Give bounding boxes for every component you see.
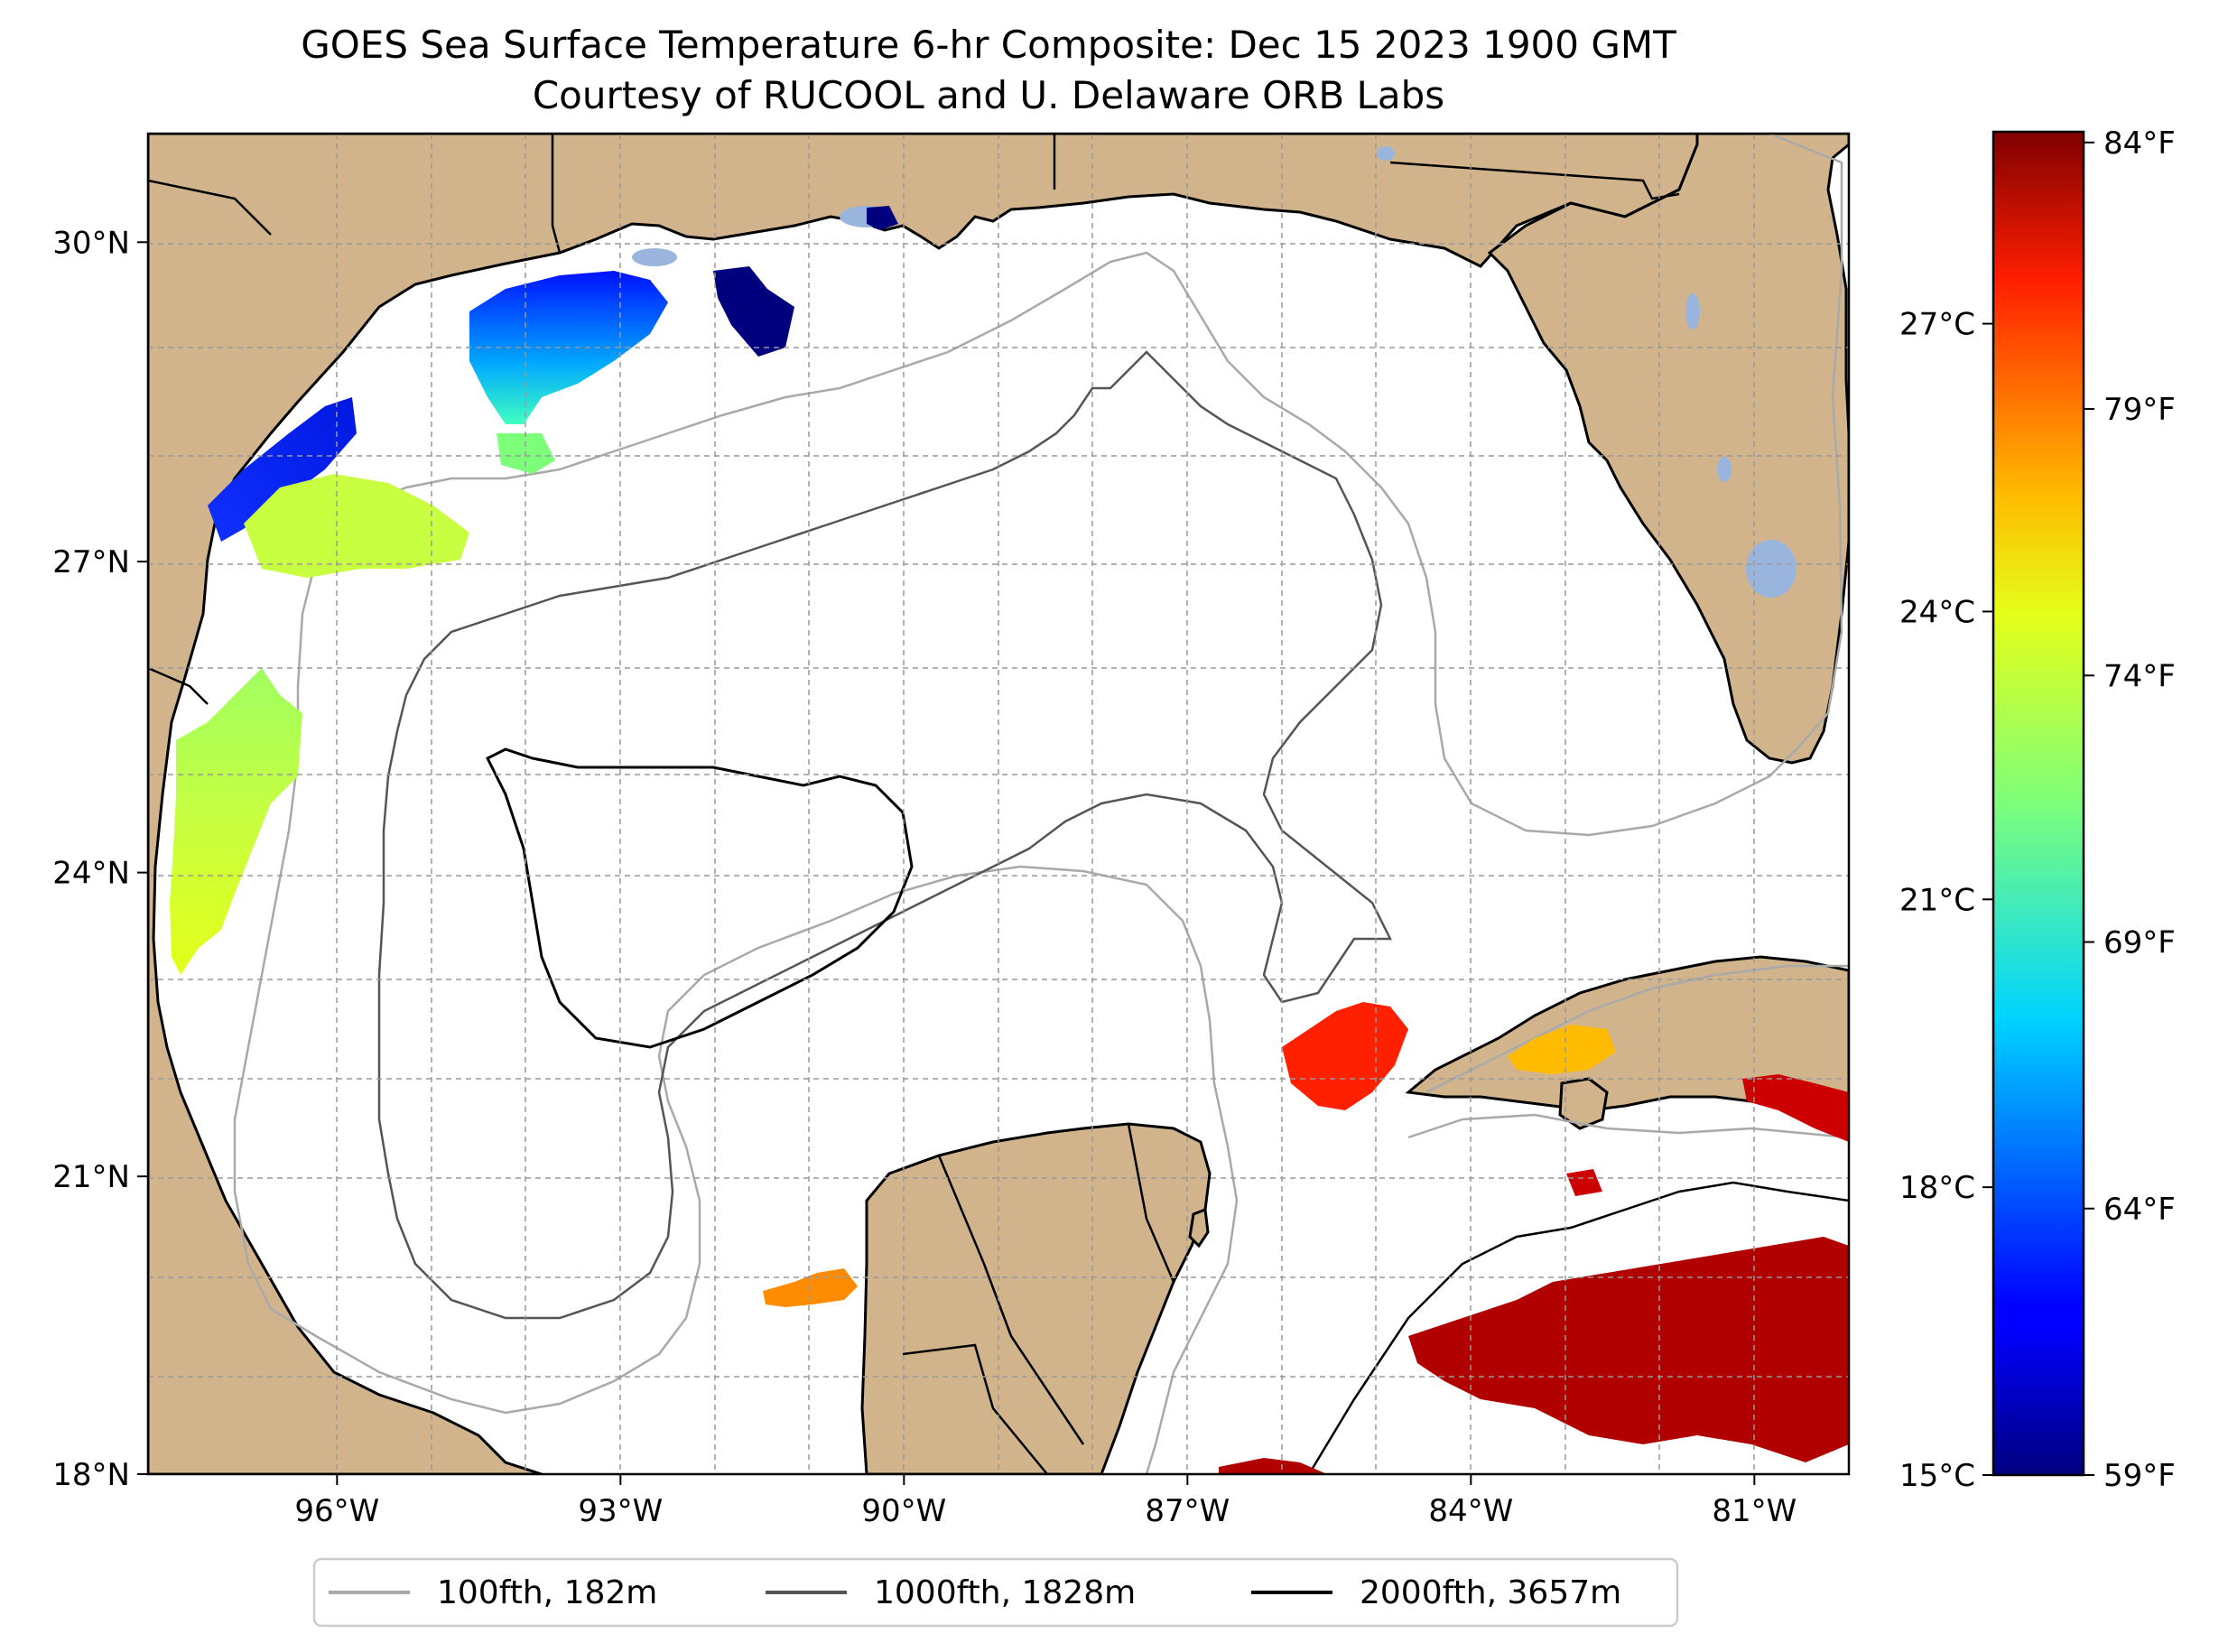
land-cozumel xyxy=(1188,1207,1210,1248)
land-yucatan xyxy=(860,1122,1212,1474)
contour-1000fth xyxy=(377,350,1393,1320)
sst-patch-texas-coast xyxy=(208,397,357,542)
lon-tick-label: 81°W xyxy=(1712,1493,1797,1529)
land-florida xyxy=(1487,134,1849,765)
colorbar-celsius-label: 21°C xyxy=(1899,882,1975,918)
sst-patch-lake-borgne xyxy=(867,206,898,230)
border-tx-interior xyxy=(148,179,272,236)
colorbar-fahrenheit-label: 64°F xyxy=(2103,1192,2176,1228)
lon-tick-label: 93°W xyxy=(578,1493,663,1529)
colorbar-fahrenheit-label: 84°F xyxy=(2103,125,2176,162)
sst-patch-texas-offshore xyxy=(244,474,469,578)
contour-100fth-cuba xyxy=(1425,964,1849,1094)
lon-tick-label: 87°W xyxy=(1145,1493,1230,1529)
sst-patch-caribbean-3 xyxy=(1566,1169,1602,1196)
land-north-america xyxy=(148,134,1699,1474)
colorbar-celsius-label: 27°C xyxy=(1899,307,1975,343)
border-yucatan-state xyxy=(937,1155,1085,1445)
contour-100fth-cuba-s xyxy=(1407,1113,1849,1139)
colorbar-fahrenheit-ticks: 84°F 79°F 74°F 69°F 64°F 59°F xyxy=(2084,125,2176,1494)
lat-tick-label: 30°N xyxy=(52,225,130,261)
sst-patch-caribbean-2 xyxy=(1219,1458,1327,1474)
legend: 100fth, 182m 1000fth, 1828m 2000fth, 365… xyxy=(312,1557,1679,1628)
lat-tick-label: 21°N xyxy=(52,1159,130,1195)
contour-2000fth-caribbean xyxy=(1307,1181,1849,1474)
colorbar-fahrenheit-label: 69°F xyxy=(2103,925,2176,961)
colorbar-celsius-label: 15°C xyxy=(1899,1458,1975,1494)
sst-patch-mississippi-sound xyxy=(713,266,794,357)
lake-texas xyxy=(632,248,677,266)
colorbar-celsius-label: 24°C xyxy=(1899,594,1975,630)
lake-north xyxy=(1377,146,1395,161)
colorbar: 27°C 24°C 21°C 18°C 15°C 84°F 79°F 74°F 69°F 64°… xyxy=(1899,125,2176,1494)
map-area xyxy=(148,134,1849,1474)
border-mx-us xyxy=(148,666,209,705)
lat-tick-label: 18°N xyxy=(52,1457,130,1493)
lake-okeechobee xyxy=(1746,540,1797,598)
sst-patch-caribbean-1 xyxy=(1408,1237,1849,1462)
lon-tick-label: 96°W xyxy=(294,1493,379,1529)
legend-label-100fth: 100fth, 182m xyxy=(437,1574,657,1611)
colorbar-fahrenheit-label: 79°F xyxy=(2103,392,2176,428)
lon-tick-label: 90°W xyxy=(861,1493,946,1529)
sst-patch-western-cuba xyxy=(1282,1002,1408,1110)
colorbar-celsius-label: 18°C xyxy=(1899,1170,1975,1206)
colorbar-gradient xyxy=(1992,130,2085,1477)
map-frame xyxy=(146,132,1851,1476)
contour-2000fth xyxy=(485,747,914,1049)
sst-patch-cuba-north xyxy=(1508,1025,1616,1074)
lake-florida-1 xyxy=(1685,293,1700,329)
title-line-2: Courtesy of RUCOOL and U. Delaware ORB L… xyxy=(532,73,1445,117)
longitude-axis: 96°W 93°W 90°W 87°W 84°W 81°W xyxy=(294,1474,1797,1529)
lat-tick-label: 24°N xyxy=(52,856,130,892)
borders xyxy=(148,134,1680,1474)
legend-label-1000fth: 1000fth, 1828m xyxy=(874,1574,1136,1611)
sst-patch-cuba-east xyxy=(1742,1074,1849,1142)
map-title: GOES Sea Surface Temperature 6-hr Compos… xyxy=(0,20,1977,121)
colorbar-celsius-ticks: 27°C 24°C 21°C 18°C 15°C xyxy=(1899,307,1993,1494)
colorbar-fahrenheit-label: 59°F xyxy=(2103,1458,2176,1494)
lon-tick-label: 84°W xyxy=(1428,1493,1513,1529)
lake-florida-2 xyxy=(1717,457,1732,482)
legend-label-2000fth: 2000fth, 3657m xyxy=(1360,1574,1621,1611)
colorbar-fahrenheit-label: 74°F xyxy=(2103,658,2176,694)
lat-tick-label: 27°N xyxy=(52,544,130,580)
bathymetry xyxy=(233,134,1849,1474)
contour-100fth xyxy=(233,134,1843,1474)
sst-patch-tamaulipas xyxy=(170,668,302,975)
gridlines xyxy=(148,134,1849,1474)
latitude-axis: 30°N 27°N 24°N 21°N 18°N xyxy=(52,225,148,1493)
border-yucatan-campeche xyxy=(1127,1123,1175,1283)
legend-box xyxy=(312,1557,1679,1628)
sst-patches xyxy=(170,206,1849,1474)
border-ga-fl xyxy=(1389,161,1680,200)
title-line-1: GOES Sea Surface Temperature 6-hr Compos… xyxy=(301,23,1676,67)
